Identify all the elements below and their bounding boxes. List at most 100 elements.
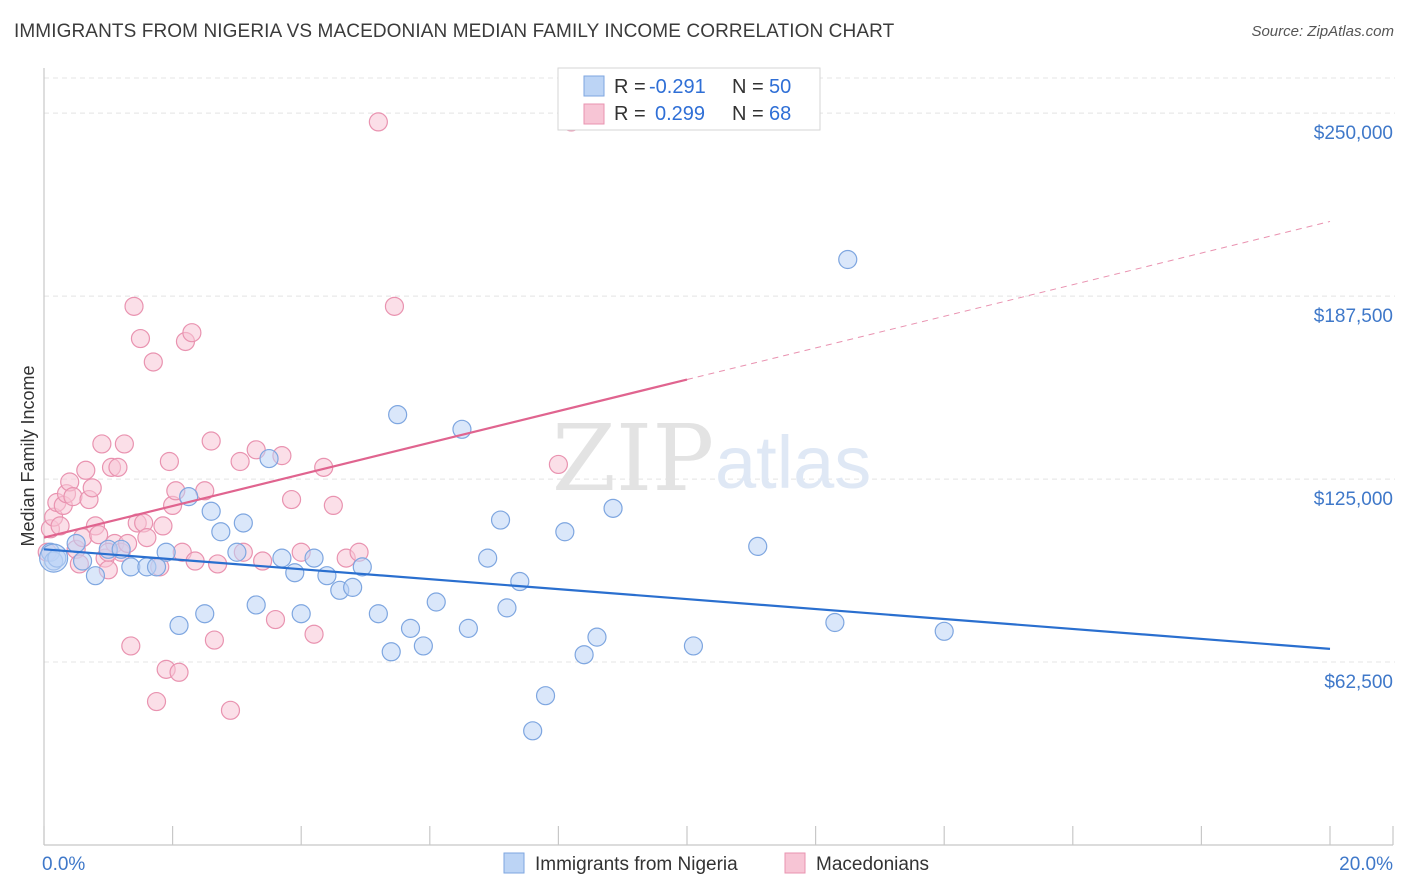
nigeria-point-49 [825,612,845,633]
y-tick-label-3: $250,000 [1314,123,1393,144]
macedonians-point-36 [159,451,179,472]
macedonians-point-49 [230,451,250,472]
y-axis-label: Median Family Income [18,365,38,546]
macedonians-point-57 [304,624,324,644]
macedonians-point-67 [50,516,70,536]
y-tick-label-0: $62,500 [1324,672,1393,693]
nigeria-point-43 [555,522,575,542]
macedonians-point-15 [89,525,109,545]
legend-n-value-1: 50 [769,76,791,98]
macedonians-point-53 [265,609,286,630]
macedonians-point-21 [108,457,128,477]
nigeria-point-16 [211,522,231,542]
macedonians-point-62 [368,112,388,132]
gridlines [44,77,1395,663]
nigeria-point-19 [246,595,266,615]
macedonians-point-39 [169,662,189,682]
y-tick-label-1: $125,000 [1314,489,1393,510]
nigeria-point-15 [201,501,221,521]
legend-swatch-blue [583,75,605,97]
nigeria-point-28 [352,557,372,577]
nigeria-point-29 [368,604,388,624]
nigeria-point-27 [343,577,363,597]
macedonians-point-25 [121,636,141,656]
legend-n-value-2: 68 [769,103,791,125]
macedonians-point-31 [143,352,163,372]
nigeria-point-17 [227,542,247,562]
macedonians-point-45 [201,431,221,451]
nigeria-point-33 [413,636,433,656]
macedonians-point-11 [76,460,96,480]
macedonians-point-64 [548,454,569,475]
x-tick-labels: 0.0% 20.0% [42,854,1393,875]
macedonians-point-34 [153,516,173,536]
trendlines [43,220,1331,650]
macedonians-point-13 [82,478,102,498]
nigeria-point-31 [388,405,408,425]
nigeria-point-40 [510,571,530,592]
macedonians-point-30 [137,528,157,548]
macedonians-point-55 [281,489,302,510]
macedonians-point-59 [323,495,343,516]
nigeria-point-47 [683,636,704,656]
macedonians-point-16 [92,434,112,454]
nigeria-point-39 [497,598,517,618]
nigeria-cluster-marker [39,543,69,573]
y-tick-label-2: $187,500 [1314,306,1393,327]
source-credit: Source: ZipAtlas.com [1251,23,1394,40]
nigeria-point-42 [535,686,556,706]
series-label-nigeria: Immigrants from Nigeria [535,854,738,875]
legend-r-label-2: R = [614,103,646,125]
legend-n-label-2: N = [732,103,764,125]
nigeria-point-37 [478,548,498,568]
series-swatch-nigeria [503,852,525,874]
macedonians-point-63 [384,296,405,316]
legend-n-label-1: N = [732,76,764,98]
series-legend: Immigrants from Nigeria Macedonians [503,852,929,875]
nigeria-point-8 [121,557,141,577]
nigeria-point-23 [291,604,311,624]
nigeria-point-50 [838,249,858,270]
nigeria-point-7 [111,539,131,559]
macedonians-points [37,112,581,720]
macedonians-point-46 [204,630,224,650]
legend-swatch-pink [583,103,605,125]
nigeria-point-11 [156,542,176,562]
nigeria-point-24 [304,548,324,568]
nigeria-point-14 [195,604,215,624]
macedonians-trendline [43,378,688,539]
nigeria-point-48 [748,536,768,556]
nigeria-point-4 [72,551,93,571]
legend-r-label-1: R = [614,76,646,98]
chart-title: IMMIGRANTS FROM NIGERIA VS MACEDONIAN ME… [14,21,895,42]
nigeria-point-21 [272,548,292,568]
legend-r-value-2: 0.299 [655,103,705,125]
nigeria-point-45 [587,627,607,647]
nigeria-point-18 [233,513,253,533]
macedonians-point-42 [182,323,202,343]
y-tick-labels: $62,500 $125,000 $187,500 $250,000 [1314,123,1393,693]
legend-r-value-1: -0.291 [649,76,706,98]
nigeria-point-38 [490,510,511,530]
correlation-legend: R = -0.291 N = 50 R = 0.299 N = 68 [557,67,821,131]
nigeria-point-46 [603,498,623,518]
macedonians-point-32 [146,691,167,712]
nigeria-point-25 [317,566,337,586]
nigeria-point-36 [458,618,478,638]
macedonians-point-26 [124,296,144,316]
nigeria-point-51 [934,621,954,641]
nigeria-point-44 [574,645,594,665]
macedonians-point-7 [63,487,83,507]
nigeria-trendline [43,548,1331,650]
macedonians-point-48 [220,700,241,720]
nigeria-point-30 [381,642,401,662]
x-tick-label-0: 0.0% [42,854,85,875]
x-tick-label-1: 20.0% [1339,854,1393,875]
macedonians-point-28 [130,328,151,349]
nigeria-point-20 [259,448,279,469]
macedonians-trendline-extension [686,220,1331,381]
axes [43,68,1394,846]
nigeria-point-12 [169,615,189,636]
nigeria-point-34 [426,592,446,612]
